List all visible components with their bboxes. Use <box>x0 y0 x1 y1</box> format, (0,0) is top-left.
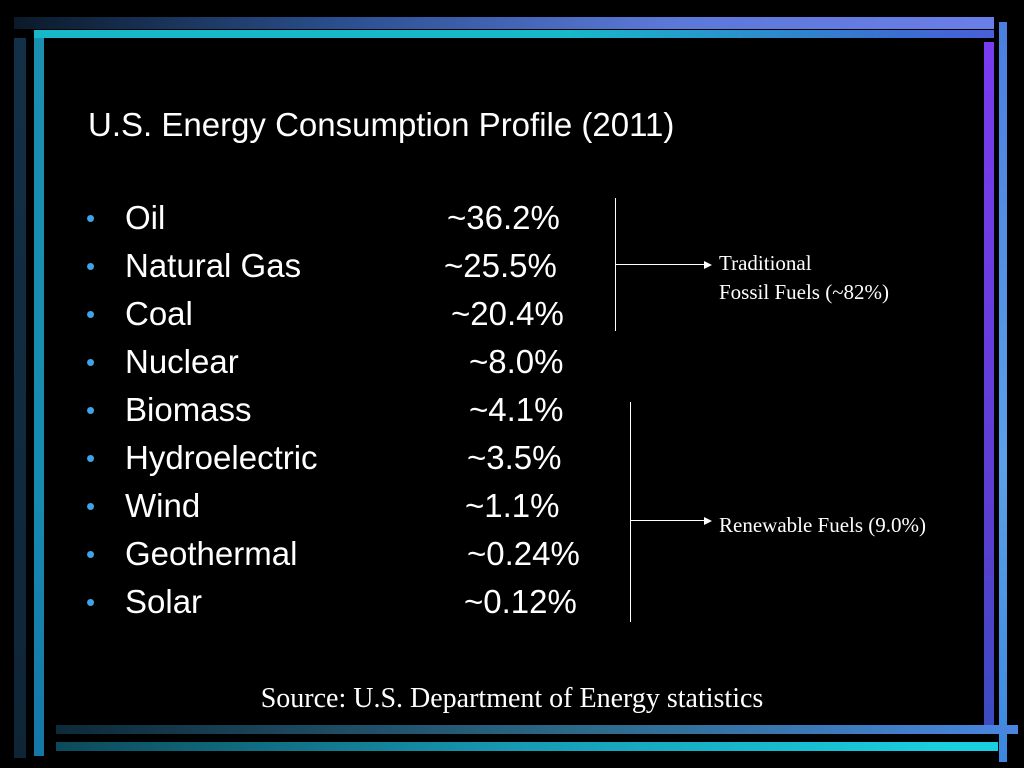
bullet-icon: • <box>86 587 96 617</box>
item-label: Natural Gas <box>125 247 302 284</box>
item-value: ~0.24% <box>467 535 580 572</box>
item-value: ~20.4% <box>451 295 564 332</box>
item-value: ~3.5% <box>467 439 562 476</box>
item-label: Oil <box>125 199 166 236</box>
bullet-icon: • <box>86 539 96 569</box>
fossil-connector-line <box>616 264 704 265</box>
item-label: Coal <box>125 295 193 332</box>
bullet-icon: • <box>86 299 96 329</box>
frame-top-cyan-bar <box>34 30 994 38</box>
slide-title: U.S. Energy Consumption Profile (2011) <box>88 106 675 143</box>
item-label: Biomass <box>125 391 252 428</box>
item-value: ~25.5% <box>444 247 557 284</box>
bullet-icon: • <box>86 491 96 521</box>
item-value: ~4.1% <box>469 391 564 428</box>
item-label: Solar <box>125 583 203 620</box>
item-label: Wind <box>125 487 201 524</box>
item-label: Hydroelectric <box>125 439 318 476</box>
frame-top-dark-bar <box>14 17 994 29</box>
renewable-connector-line <box>631 520 704 521</box>
bullet-icon: • <box>86 203 96 233</box>
bullet-icon: • <box>86 347 96 377</box>
frame-bottom-cyan-bar <box>56 742 998 751</box>
frame-left-cyan-bar <box>34 38 44 756</box>
item-label: Geothermal <box>125 535 298 572</box>
frame-left-dark-bar <box>14 38 26 758</box>
item-value: ~36.2% <box>447 199 560 236</box>
source-caption: Source: U.S. Department of Energy statis… <box>260 683 764 714</box>
fossil-label-line2: Fossil Fuels (~82%) <box>719 280 890 304</box>
fossil-bracket-line <box>615 198 616 331</box>
frame-right-blue-bar <box>999 22 1007 762</box>
bullet-icon: • <box>86 395 96 425</box>
fossil-label-line1: Traditional <box>719 251 812 275</box>
fossil-arrow-icon <box>704 261 712 269</box>
fossil-group-label: Traditional Fossil Fuels (~82%) <box>719 249 889 307</box>
frame-bottom-dark-bar <box>56 725 1018 734</box>
frame-right-purple-bar <box>984 42 994 732</box>
renewable-bracket-line <box>630 402 631 622</box>
item-value: ~8.0% <box>469 343 564 380</box>
item-value: ~1.1% <box>465 487 560 524</box>
item-label: Nuclear <box>125 343 239 380</box>
item-value: ~0.12% <box>464 583 577 620</box>
bullet-icon: • <box>86 443 96 473</box>
bullet-icon: • <box>86 251 96 281</box>
renewable-arrow-icon <box>704 517 712 525</box>
renewable-group-label: Renewable Fuels (9.0%) <box>719 513 927 537</box>
